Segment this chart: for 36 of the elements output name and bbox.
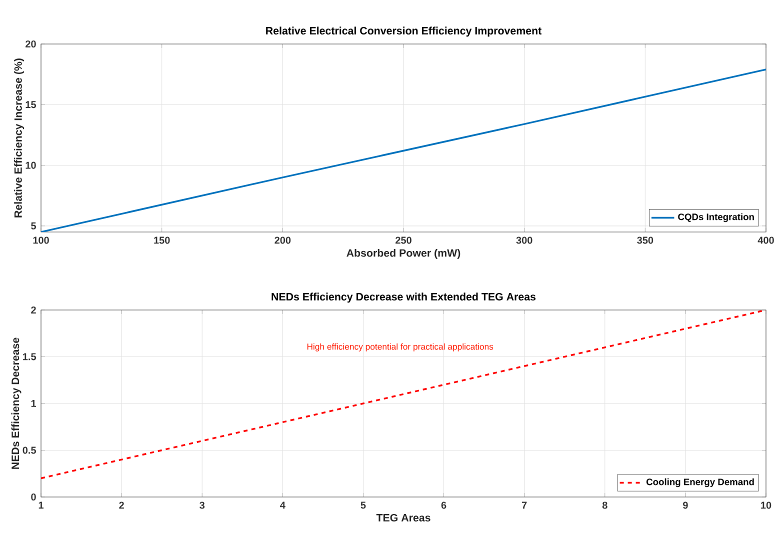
x-tick-label: 350 [637, 236, 654, 244]
y-tick-label: 0 [31, 493, 36, 501]
x-tick-label: 9 [683, 502, 688, 509]
legend-label: Cooling Energy Demand [646, 478, 754, 488]
y-tick-label: 10 [26, 162, 36, 169]
legend-label: CQDs Integration [678, 213, 754, 222]
y-tick-label: 1 [31, 400, 36, 407]
y-tick-label: 20 [26, 40, 36, 48]
y-tick-label: 2 [31, 306, 36, 314]
x-tick-label: 3 [200, 502, 205, 509]
x-tick-label: 5 [360, 502, 366, 509]
chart-title: NEDs Efficiency Decrease with Extended TEG Areas [272, 292, 536, 303]
y-tick-label: 15 [26, 101, 36, 108]
x-tick-label: 4 [280, 502, 286, 509]
x-axis-title: Absorbed Power (mW) [346, 248, 460, 259]
x-tick-label: 2 [119, 502, 124, 509]
x-tick-label: 1 [38, 502, 44, 509]
x-tick-label: 150 [154, 236, 170, 244]
x-tick-label: 400 [758, 236, 774, 244]
y-tick-label: 1.5 [23, 353, 36, 360]
x-tick-label: 10 [761, 502, 772, 509]
x-tick-label: 6 [441, 502, 446, 509]
x-tick-label: 7 [522, 502, 527, 509]
x-axis-title: TEG Areas [376, 514, 430, 522]
x-tick-label: 300 [516, 236, 532, 244]
x-tick-label: 8 [602, 502, 608, 509]
chart-title: Relative Electrical Conversion Efficiency Improvement [266, 26, 542, 37]
y-axis-title: NEDs Efficiency Decrease [11, 338, 22, 469]
y-tick-label: 0.5 [22, 446, 36, 454]
line-series [41, 68, 766, 232]
x-tick-label: 100 [33, 236, 49, 244]
y-axis-title: Relative Efficiency Increase (%) [14, 58, 24, 218]
x-tick-label: 250 [396, 236, 412, 244]
y-tick-label: 5 [31, 222, 36, 230]
x-tick-label: 200 [274, 236, 291, 244]
annotation: High efficiency potential for practical applications [307, 343, 494, 352]
